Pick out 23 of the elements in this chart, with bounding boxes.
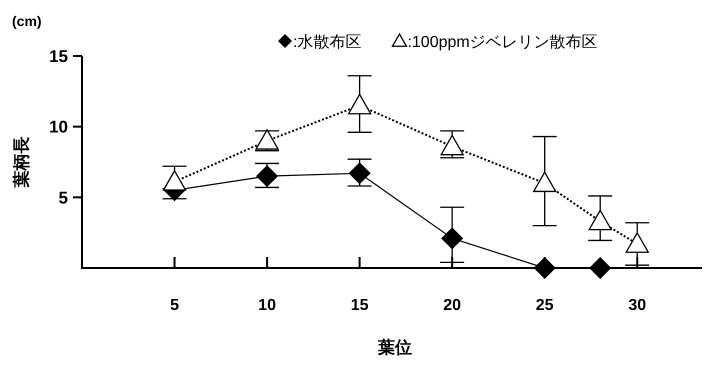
x-tick-label: 30 <box>628 297 646 314</box>
x-tick-label: 20 <box>443 297 462 314</box>
point <box>440 134 464 156</box>
x-tick-label: 25 <box>536 297 554 314</box>
y-tick-label: 15 <box>49 47 68 66</box>
point <box>534 257 556 279</box>
y-tick-label: 5 <box>58 188 68 208</box>
x-tick-label: 15 <box>350 297 369 314</box>
x-tick-label: 10 <box>258 297 276 314</box>
point <box>533 172 556 192</box>
point <box>626 232 649 253</box>
x-tick-label: 5 <box>170 297 180 314</box>
text: (cm) <box>12 13 42 29</box>
point <box>441 227 464 250</box>
point <box>348 94 372 114</box>
point <box>589 257 612 279</box>
legend-label: :100ppmジベレリン散布区 <box>407 34 598 51</box>
point <box>162 170 186 191</box>
point <box>588 210 612 230</box>
y-tick-label: 10 <box>49 118 68 137</box>
y-axis-title: 葉柄長 <box>12 136 31 188</box>
legend-label: :水散布区 <box>293 33 362 51</box>
x-axis-title: 葉位 <box>377 338 412 357</box>
